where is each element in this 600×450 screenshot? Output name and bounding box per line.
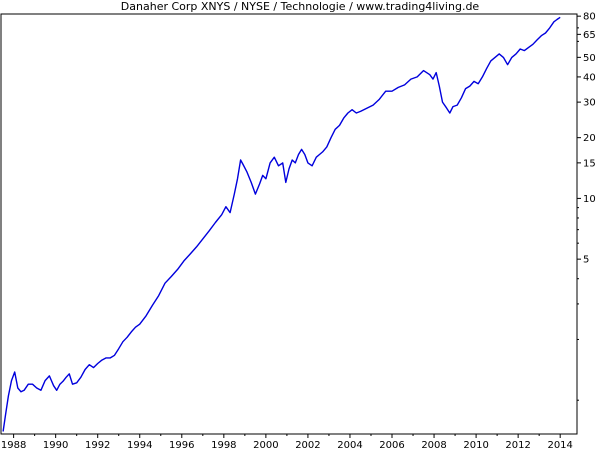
x-tick-label: 1990 — [43, 440, 68, 450]
x-tick-label: 2002 — [295, 440, 320, 450]
plot-frame — [0, 13, 578, 435]
y-tick-label: 15 — [583, 158, 596, 169]
plot-area — [0, 13, 578, 435]
y-tick-label: 30 — [583, 98, 596, 109]
x-tick-label: 2004 — [337, 440, 362, 450]
x-tick-label: 1998 — [211, 440, 236, 450]
x-tick-label: 2006 — [379, 440, 404, 450]
y-tick-label: 20 — [583, 133, 596, 144]
x-tick-label: 2012 — [505, 440, 530, 450]
y-tick-label: 40 — [583, 72, 596, 83]
chart-title: Danaher Corp XNYS / NYSE / Technologie /… — [120, 0, 480, 13]
x-tick-label: 1988 — [1, 440, 26, 450]
y-tick-label: 5 — [583, 255, 589, 266]
series-layer — [2, 16, 561, 432]
series-line-0 — [2, 16, 561, 432]
y-tick-label: 10 — [583, 194, 596, 205]
y-tick-label: 80 — [583, 12, 596, 23]
x-tick-label: 2014 — [547, 440, 572, 450]
x-tick-label: 2000 — [253, 440, 278, 450]
x-tick-label: 1994 — [127, 440, 152, 450]
x-tick-label: 1996 — [169, 440, 194, 450]
y-axis: 5 10 15 20 30 40 50 65 80 — [577, 12, 596, 401]
x-axis: 1988 1990 1992 1994 1996 1998 2000 2002 2004 2006… — [1, 434, 573, 450]
y-tick-label: 50 — [583, 53, 596, 64]
y-tick-label: 65 — [583, 30, 596, 41]
x-tick-label: 2010 — [463, 440, 488, 450]
x-tick-label: 2008 — [421, 440, 446, 450]
x-tick-label: 1992 — [85, 440, 110, 450]
